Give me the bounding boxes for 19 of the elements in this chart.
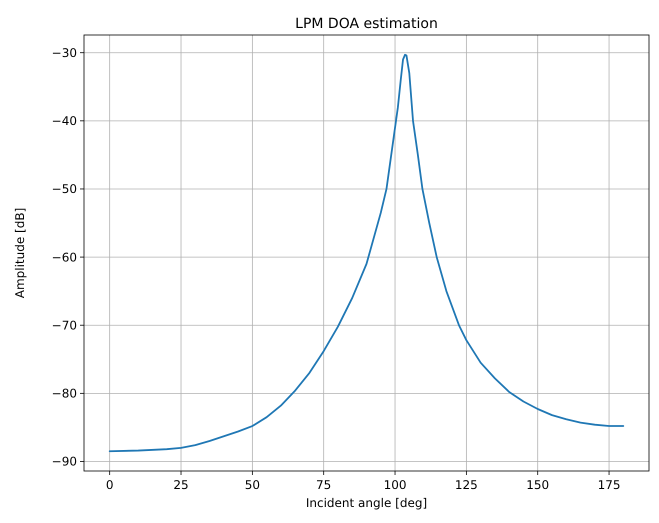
x-tick-label: 125: [454, 478, 478, 492]
x-axis-title: Incident angle [deg]: [306, 496, 428, 510]
x-tick-label: 100: [384, 478, 406, 492]
y-tick-label: −50: [52, 182, 77, 196]
x-tick-label: 75: [316, 478, 332, 492]
x-tick-label: 25: [173, 478, 189, 492]
y-tick-label: −40: [52, 114, 77, 128]
line-series: [108, 54, 624, 452]
chart-title: LPM DOA estimation: [295, 16, 438, 32]
x-tick-label: 50: [244, 478, 260, 492]
y-tick-label: −60: [52, 250, 77, 264]
y-tick-label: −80: [52, 386, 77, 401]
y-tick-label: −70: [52, 318, 77, 332]
y-axis-title: Amplitude [dB]: [13, 208, 27, 298]
x-tick-label: 150: [526, 478, 550, 492]
y-tick-label: −90: [52, 454, 77, 469]
x-tick-label: 175: [598, 478, 621, 492]
x-tick-label: 0: [106, 478, 114, 492]
y-tick-label: −30: [52, 46, 77, 60]
